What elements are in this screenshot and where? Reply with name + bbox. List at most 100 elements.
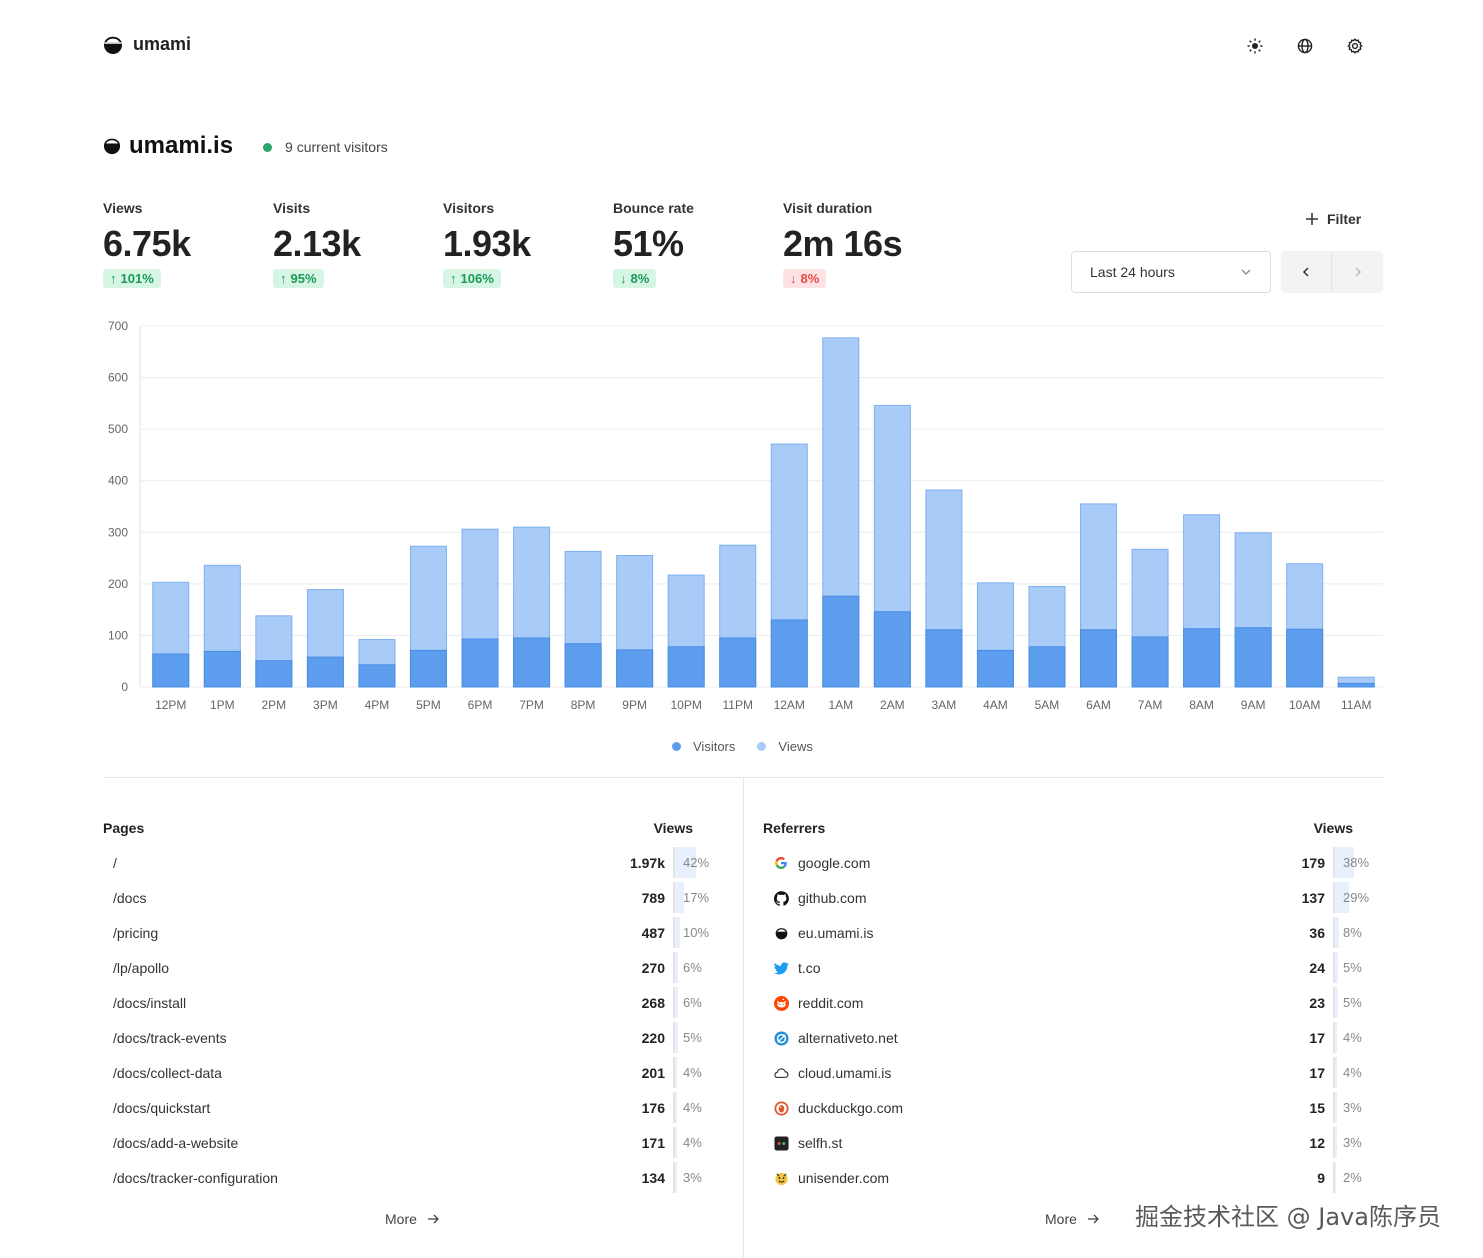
bar-visitors[interactable] (616, 649, 654, 688)
page-row[interactable]: /pricing 487 10% (103, 915, 709, 950)
page-row[interactable]: /docs/tracker-configuration 134 3% (103, 1160, 703, 1195)
row-share-fill (675, 882, 684, 913)
referrer-row[interactable]: selfh.st 12 3% (763, 1125, 1363, 1160)
page-row[interactable]: /docs/add-a-website 171 4% (103, 1125, 703, 1160)
bar-visitors[interactable] (873, 611, 911, 688)
bar-visitors[interactable] (1183, 628, 1221, 688)
bar-visitors[interactable] (255, 660, 293, 688)
row-share-bar: 42% (673, 847, 733, 878)
next-period-button[interactable] (1331, 251, 1383, 293)
bar-visitors[interactable] (667, 646, 705, 688)
referrers-more-button[interactable]: More (1045, 1211, 1099, 1227)
live-status-dot (263, 142, 273, 152)
row-percent: 4% (683, 1065, 702, 1080)
bar-visitors[interactable] (822, 595, 860, 688)
bar-visitors[interactable] (925, 629, 963, 688)
filter-label: Filter (1327, 211, 1362, 227)
row-share-fill (1335, 1127, 1337, 1158)
row-percent: 2% (1343, 1170, 1362, 1185)
referrer-row[interactable]: unisender.com 9 2% (763, 1160, 1363, 1195)
referrer-row[interactable]: alternativeto.net 17 4% (763, 1020, 1363, 1055)
arrow-right-icon (427, 1214, 439, 1224)
referrer-row[interactable]: google.com 179 38% (763, 845, 1369, 880)
referrer-row[interactable]: reddit.com 23 5% (763, 985, 1363, 1020)
page-row[interactable]: /docs/quickstart 176 4% (103, 1090, 703, 1125)
add-filter-button[interactable]: Filter (1305, 211, 1361, 227)
x-tick-label: 10PM (671, 698, 702, 712)
row-value: 15 (1309, 1100, 1325, 1116)
gear-icon[interactable] (1345, 36, 1365, 56)
bar-visitors[interactable] (306, 656, 344, 688)
bar-visitors[interactable] (564, 643, 602, 688)
metric-change-badge: ↓ 8% (613, 269, 657, 288)
referrer-row[interactable]: eu.umami.is 36 8% (763, 915, 1363, 950)
page-row[interactable]: / 1.97k 42% (103, 845, 709, 880)
x-tick-label: 6PM (468, 698, 493, 712)
page-row[interactable]: /lp/apollo 270 6% (103, 950, 703, 985)
row-share-bar: 5% (1333, 987, 1393, 1018)
referrer-row[interactable]: duckduckgo.com 15 3% (763, 1090, 1363, 1125)
website-name: umami.is (129, 132, 234, 159)
row-label-text: /docs/quickstart (113, 1100, 211, 1116)
bar-visitors[interactable] (1028, 646, 1066, 688)
row-label: /lp/apollo (113, 960, 169, 976)
legend-item-visitors[interactable]: Visitors (672, 739, 735, 754)
row-share-bar: 4% (673, 1127, 733, 1158)
x-tick-label: 6AM (1086, 698, 1111, 712)
row-percent: 10% (683, 925, 710, 940)
row-label: google.com (773, 855, 870, 871)
page-row[interactable]: /docs 789 17% (103, 880, 709, 915)
sun-icon[interactable] (1245, 36, 1265, 56)
bar-visitors[interactable] (203, 650, 241, 688)
row-share-bar: 4% (1333, 1022, 1393, 1053)
row-percent: 4% (1343, 1030, 1362, 1045)
x-tick-label: 11PM (722, 698, 752, 712)
bar-visitors[interactable] (1234, 627, 1272, 688)
chevron-right-icon (1354, 267, 1361, 277)
bar-visitors[interactable] (152, 653, 190, 688)
more-label: More (1045, 1211, 1077, 1227)
bar-visitors[interactable] (1286, 628, 1324, 688)
arrow-up-icon: ↑ (450, 271, 457, 286)
row-label: / (113, 855, 117, 871)
duckduckgo-icon (773, 1100, 789, 1116)
chevron-down-icon (1241, 269, 1251, 275)
referrer-row[interactable]: cloud.umami.is 17 4% (763, 1055, 1363, 1090)
row-label-text: google.com (798, 855, 871, 871)
globe-icon[interactable] (1295, 36, 1315, 56)
bar-visitors[interactable] (1080, 629, 1118, 688)
bar-visitors[interactable] (719, 637, 757, 688)
y-tick-label: 300 (108, 525, 128, 539)
row-share-bar: 4% (1333, 1057, 1393, 1088)
referrer-row[interactable]: t.co 24 5% (763, 950, 1363, 985)
bar-visitors[interactable] (409, 649, 447, 688)
page-row[interactable]: /docs/install 268 6% (103, 985, 703, 1020)
pages-more-button[interactable]: More (385, 1211, 439, 1227)
page-row[interactable]: /docs/track-events 220 5% (103, 1020, 703, 1055)
row-label-text: cloud.umami.is (798, 1065, 892, 1081)
website-favicon-icon (103, 137, 121, 155)
bar-visitors[interactable] (358, 664, 396, 688)
row-label-text: /lp/apollo (113, 960, 170, 976)
legend-label: Views (778, 739, 813, 754)
referrer-row[interactable]: github.com 137 29% (763, 880, 1369, 915)
row-value: 789 (641, 890, 665, 906)
row-share-fill (675, 917, 680, 948)
previous-period-button[interactable] (1281, 251, 1331, 293)
bar-visitors[interactable] (770, 619, 808, 688)
bar-visitors[interactable] (1337, 682, 1375, 688)
row-label: unisender.com (773, 1170, 889, 1186)
bar-visitors[interactable] (976, 649, 1014, 688)
x-tick-label: 12PM (155, 698, 186, 712)
bar-visitors[interactable] (1131, 636, 1169, 688)
bar-visitors[interactable] (461, 638, 499, 688)
row-share-bar: 4% (673, 1057, 733, 1088)
row-value: 12 (1309, 1135, 1325, 1151)
row-share-fill (1335, 1057, 1337, 1088)
date-range-select[interactable]: Last 24 hours (1071, 251, 1271, 293)
legend-item-views[interactable]: Views (757, 739, 813, 754)
page-row[interactable]: /docs/collect-data 201 4% (103, 1055, 703, 1090)
app-logo[interactable]: umami (103, 34, 191, 55)
bar-visitors[interactable] (513, 637, 551, 688)
y-tick-label: 0 (121, 680, 128, 694)
